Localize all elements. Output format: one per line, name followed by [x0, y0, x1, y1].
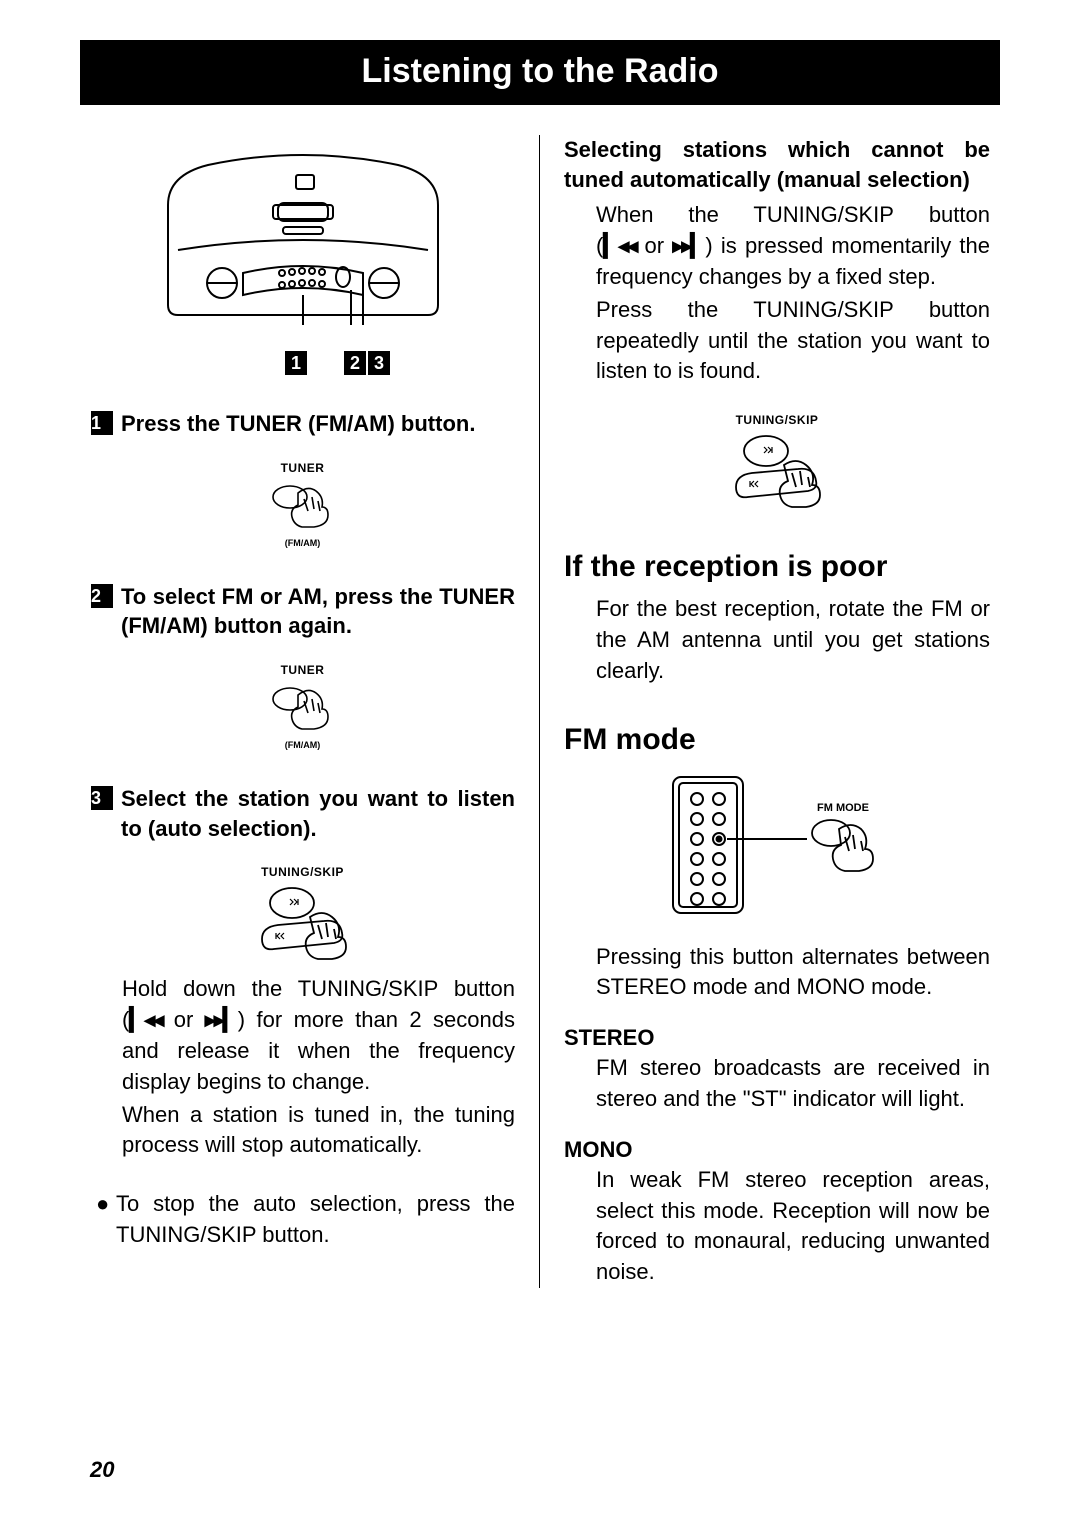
step-3-figure: TUNING/SKIP — [90, 865, 515, 966]
step-3-body2: When a station is tuned in, the tuning p… — [122, 1100, 515, 1162]
step-2-figure: TUNER (FM/AM) — [90, 663, 515, 750]
step-2-heading: 2 To select FM or AM, press the TUNER (F… — [90, 582, 515, 641]
step-2-number: 2 — [91, 584, 113, 608]
callout-1: 1 — [285, 351, 307, 375]
step-1-figure: TUNER (FM/AM) — [90, 461, 515, 548]
step-3-body: Hold down the TUNING/SKIP button (▎◂◂ or… — [122, 974, 515, 1097]
fmam-label-2: (FM/AM) — [90, 740, 515, 750]
fmmode-small-label: FM MODE — [817, 802, 869, 814]
tuning-skip-icon — [248, 881, 358, 961]
bullet-text: To stop the auto selection, press the TU… — [116, 1189, 515, 1251]
fmmode-heading: FM mode — [564, 723, 990, 757]
step-3-number: 3 — [91, 786, 113, 810]
manual-p1-line1: When the TUNING/SKIP button — [596, 200, 990, 231]
finger-press-icon — [268, 477, 338, 533]
step-2-text: To select FM or AM, press the TUNER (FM/… — [121, 582, 515, 641]
stereo-body: FM stereo broadcasts are received in ste… — [596, 1053, 990, 1115]
page-number: 20 — [90, 1457, 114, 1483]
step-1-number: 1 — [91, 411, 113, 435]
left-column: 1 23 1 Press the TUNER (FM/AM) button. T… — [80, 135, 540, 1288]
stereo-heading: STEREO — [564, 1025, 990, 1051]
device-illustration — [148, 145, 458, 345]
step-3-text: Select the station you want to listen to… — [121, 784, 515, 843]
right-column: Selecting stations which cannot be tuned… — [540, 135, 1000, 1288]
or-text-2: or — [636, 233, 672, 258]
reception-body: For the best reception, rotate the FM or… — [596, 594, 990, 686]
manual-p2: Press the TUNING/SKIP button repeatedly … — [596, 295, 990, 387]
mono-heading: MONO — [564, 1137, 990, 1163]
stop-auto-bullet: ● To stop the auto selection, press the … — [96, 1189, 515, 1251]
manual-selection-heading: Selecting stations which cannot be tuned… — [564, 135, 990, 194]
or-text: or — [162, 1007, 204, 1032]
reception-heading: If the reception is poor — [564, 550, 990, 584]
step-3-heading: 3 Select the station you want to listen … — [90, 784, 515, 843]
fmam-label: (FM/AM) — [90, 538, 515, 548]
tuner-label-2: TUNER — [90, 663, 515, 677]
step-1-heading: 1 Press the TUNER (FM/AM) button. — [90, 409, 515, 439]
callout-2: 2 — [344, 351, 366, 375]
tuningskip-label: TUNING/SKIP — [90, 865, 515, 879]
fm-body: Pressing this button alternates between … — [596, 942, 990, 1004]
tuning-skip-icon — [722, 429, 832, 509]
manual-figure: TUNING/SKIP — [564, 413, 990, 514]
skip-fwd-icon: ▸▸▎ — [205, 1007, 238, 1032]
device-callouts: 1 23 — [90, 351, 515, 375]
callout-3: 3 — [368, 351, 390, 375]
skip-back-icon: ▎◂◂ — [603, 233, 636, 258]
skip-fwd-icon: ▸▸▎ — [672, 233, 705, 258]
page-title: Listening to the Radio — [80, 40, 1000, 105]
tuner-label: TUNER — [90, 461, 515, 475]
manual-p1: When the TUNING/SKIP button When the TUN… — [596, 200, 990, 292]
finger-press-icon — [268, 679, 338, 735]
mono-body: In weak FM stereo reception areas, selec… — [596, 1165, 990, 1288]
fm-mode-illustration: FM MODE — [657, 769, 897, 919]
skip-back-icon: ▎◂◂ — [129, 1007, 162, 1032]
bullet-dot: ● — [96, 1189, 116, 1251]
tuningskip-label-2: TUNING/SKIP — [564, 413, 990, 427]
step-1-text: Press the TUNER (FM/AM) button. — [121, 409, 475, 439]
